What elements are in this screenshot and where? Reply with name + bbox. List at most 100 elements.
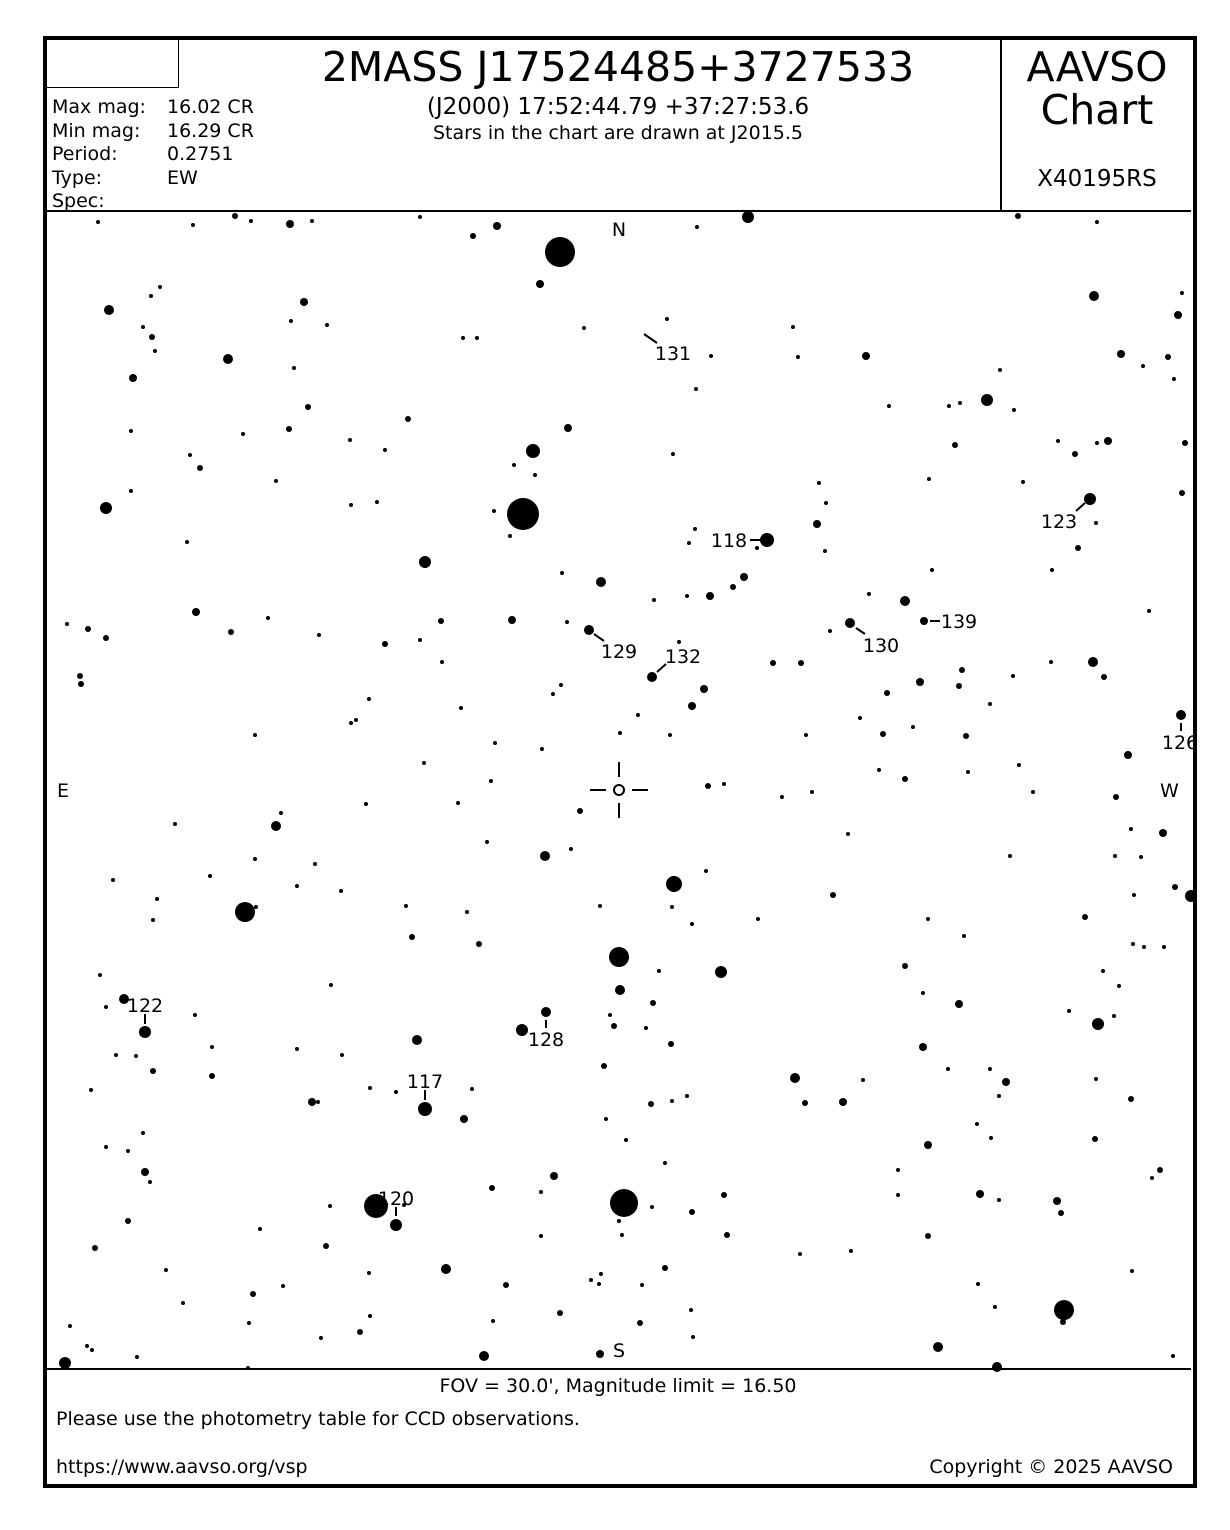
star xyxy=(1113,854,1117,858)
star xyxy=(637,1320,643,1326)
star xyxy=(348,438,352,442)
star xyxy=(813,520,821,528)
chart-id: X40195RS xyxy=(1037,166,1157,192)
star xyxy=(1060,1319,1066,1325)
star xyxy=(920,617,928,625)
comparison-star-label: 118 xyxy=(711,530,760,552)
star xyxy=(367,697,371,701)
star xyxy=(292,366,296,370)
star xyxy=(608,1013,612,1017)
star xyxy=(963,733,969,739)
star xyxy=(456,801,460,805)
star xyxy=(845,618,855,628)
star xyxy=(693,527,697,531)
star xyxy=(1094,521,1098,525)
star xyxy=(419,556,431,568)
star xyxy=(1095,441,1099,445)
info-type: Type: EW xyxy=(52,167,254,191)
star xyxy=(1128,1096,1134,1102)
star xyxy=(418,1102,432,1116)
star xyxy=(1072,451,1078,457)
star xyxy=(1092,1018,1104,1030)
star xyxy=(900,596,910,606)
star xyxy=(721,1192,727,1198)
compass-east: E xyxy=(57,780,69,802)
star xyxy=(103,635,109,641)
star xyxy=(668,733,672,737)
star xyxy=(956,683,962,689)
star xyxy=(460,1115,468,1123)
star xyxy=(617,1219,621,1223)
photometry-note: Please use the photometry table for CCD … xyxy=(56,1408,580,1430)
star xyxy=(1162,945,1166,949)
star xyxy=(690,922,694,926)
star xyxy=(119,994,129,1004)
star xyxy=(540,851,550,861)
star xyxy=(329,983,333,987)
star xyxy=(418,638,422,642)
star xyxy=(1015,213,1021,219)
star xyxy=(310,219,314,223)
comparison-star-magnitude: 118 xyxy=(711,530,747,552)
footer-divider xyxy=(45,1368,1191,1370)
star xyxy=(689,1308,693,1312)
star xyxy=(828,629,832,633)
star xyxy=(976,1190,984,1198)
star xyxy=(666,876,682,892)
info-period: Period: 0.2751 xyxy=(52,143,254,167)
star xyxy=(254,905,258,909)
star xyxy=(1117,984,1121,988)
star xyxy=(1130,1269,1134,1273)
star xyxy=(992,1362,1002,1372)
info-value: EW xyxy=(167,166,198,189)
star xyxy=(125,1218,131,1224)
fov-info: FOV = 30.0', Magnitude limit = 16.50 xyxy=(439,1375,797,1397)
star xyxy=(193,1013,197,1017)
star xyxy=(90,1348,94,1352)
star xyxy=(479,1351,489,1361)
star xyxy=(173,822,177,826)
star xyxy=(78,681,84,687)
star xyxy=(1011,674,1015,678)
star xyxy=(104,305,114,315)
star xyxy=(597,1282,601,1286)
star xyxy=(742,211,754,223)
star xyxy=(258,1227,262,1231)
star xyxy=(657,969,661,973)
star xyxy=(185,540,189,544)
brand-chart: Chart xyxy=(1040,86,1154,134)
star xyxy=(798,660,804,666)
comparison-star-magnitude: 132 xyxy=(665,646,701,668)
star xyxy=(988,702,992,706)
star xyxy=(129,489,133,493)
label-leader-line xyxy=(1075,502,1086,512)
star xyxy=(422,761,426,765)
star xyxy=(551,692,555,696)
star xyxy=(791,325,795,329)
star xyxy=(1088,657,1098,667)
star xyxy=(1176,710,1186,720)
star xyxy=(896,1193,900,1197)
star xyxy=(577,808,583,814)
star xyxy=(289,319,293,323)
star xyxy=(328,1204,332,1208)
vsp-link[interactable]: https://www.aavso.org/vsp xyxy=(56,1456,308,1478)
star xyxy=(489,1185,495,1191)
info-label: Min mag: xyxy=(52,119,141,142)
star xyxy=(364,1194,388,1218)
star xyxy=(409,934,415,940)
star xyxy=(582,326,586,330)
star xyxy=(281,1284,285,1288)
star xyxy=(295,884,299,888)
star xyxy=(1054,1300,1074,1320)
star xyxy=(609,947,629,967)
star xyxy=(925,1233,931,1239)
comparison-star-label: 126 xyxy=(1162,723,1198,754)
star xyxy=(516,1024,528,1036)
star xyxy=(993,1305,997,1309)
star xyxy=(545,237,575,267)
info-min-mag: Min mag: 16.29 CR xyxy=(52,120,254,144)
star xyxy=(96,220,100,224)
star xyxy=(139,1026,151,1038)
star xyxy=(1101,969,1105,973)
